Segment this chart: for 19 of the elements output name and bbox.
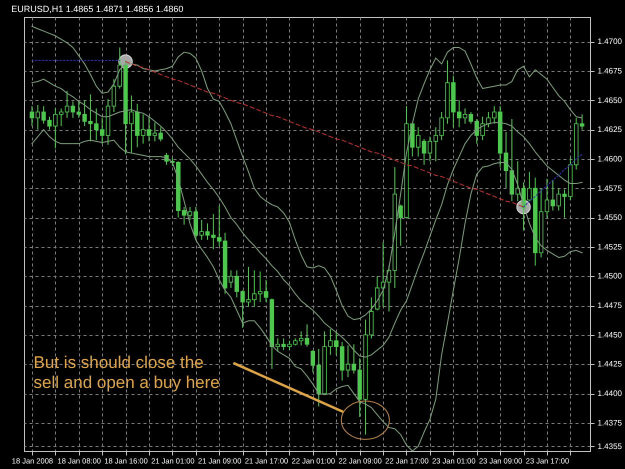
- y-tick-label: 1.4625: [598, 125, 623, 134]
- line-series: [31, 26, 583, 320]
- y-tick-label: 1.4700: [598, 37, 623, 46]
- y-tick-label: 1.4575: [598, 184, 623, 193]
- y-tick-label: 1.4500: [598, 272, 623, 281]
- y-tick-label: 1.4675: [598, 66, 623, 76]
- annotation: But is should close the sell and open a buy here: [34, 352, 220, 392]
- y-tick-label: 1.4425: [598, 360, 623, 369]
- chart-title: EURUSD,H1 1.4865 1.4871 1.4856 1.4860: [11, 4, 184, 14]
- y-tick-label: 1.4450: [598, 330, 623, 340]
- y-tick-label: 1.4475: [598, 301, 623, 310]
- y-tick-label: 1.4550: [598, 213, 623, 222]
- y-tick-label: 1.4650: [598, 96, 623, 105]
- y-tick-label: 1.4525: [598, 242, 623, 252]
- line-series: [31, 129, 583, 452]
- y-tick-label: 1.4375: [598, 418, 623, 428]
- y-tick-label: 1.4355: [598, 442, 623, 451]
- y-tick-label: 1.4400: [598, 389, 623, 398]
- y-tick-label: 1.4600: [598, 154, 623, 164]
